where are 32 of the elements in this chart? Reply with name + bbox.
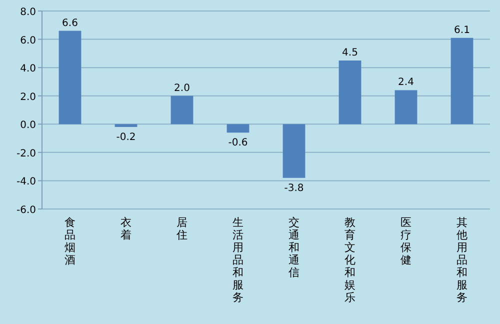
data-label: -0.2 — [116, 132, 136, 143]
bar — [338, 60, 362, 124]
y-tick-label: 0.0 — [20, 120, 36, 132]
y-tick-label: 4.0 — [20, 64, 36, 75]
data-label: 6.1 — [454, 24, 470, 36]
x-tick-label: 交通和通信 — [288, 216, 300, 279]
bar — [226, 124, 250, 133]
x-tick-label: 生活用品和服务 — [232, 216, 244, 304]
y-tick-label: 8.0 — [20, 7, 36, 18]
data-label: 2.0 — [174, 82, 190, 94]
bar — [450, 38, 474, 124]
bar — [282, 124, 306, 178]
bar — [170, 96, 194, 124]
y-tick-label: -6.0 — [16, 205, 36, 216]
data-label: 2.4 — [398, 77, 414, 88]
x-tick-label: 教育文化和娱乐 — [344, 216, 356, 304]
data-label: -0.6 — [228, 138, 248, 149]
x-tick-label: 其他用品和服务 — [456, 216, 468, 304]
y-tick-label: 6.0 — [20, 35, 36, 46]
y-tick-label: -2.0 — [16, 148, 36, 160]
bar — [58, 30, 82, 124]
data-label: 4.5 — [342, 48, 358, 58]
data-label: 6.6 — [62, 18, 78, 29]
x-tick-label: 居住 — [176, 216, 188, 242]
x-tick-label: 食品烟酒 — [64, 216, 76, 266]
bar — [394, 90, 418, 124]
y-tick-label: -4.0 — [16, 176, 36, 188]
x-tick-label: 医疗保健 — [400, 216, 412, 266]
data-label: -3.8 — [284, 182, 304, 194]
bar — [114, 124, 138, 127]
y-tick-label: 2.0 — [20, 92, 36, 103]
x-tick-label: 衣着 — [120, 216, 132, 242]
